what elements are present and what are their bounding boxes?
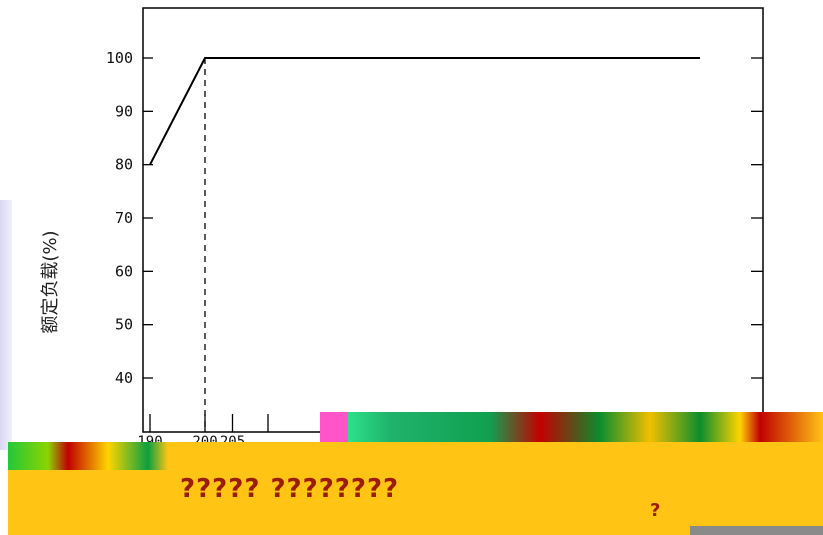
overlay-garbled-text: ????? ???????? — [180, 474, 400, 504]
plot-frame — [142, 7, 764, 433]
overlay-garbled-mark: ? — [650, 500, 662, 521]
overlay-left-strip — [8, 442, 168, 470]
chart-ticks: 100908070605040190200205 — [106, 49, 763, 450]
y-tick-label: 80 — [115, 156, 133, 174]
chart-series — [149, 57, 701, 432]
y-tick-label: 70 — [115, 209, 133, 227]
y-tick-label: 60 — [115, 262, 133, 280]
y-tick-label: 40 — [115, 369, 133, 387]
chart-axes — [142, 7, 764, 433]
left-edge-stripe — [0, 200, 12, 450]
y-tick-label: 50 — [115, 316, 133, 334]
y-tick-label: 90 — [115, 102, 133, 120]
y-axis-label: 额定负载(%) — [40, 230, 61, 333]
y-tick-label: 100 — [106, 49, 133, 67]
series-line — [149, 57, 700, 166]
overlay-gray-bar — [690, 526, 823, 535]
overlay-color-strip — [320, 412, 823, 442]
